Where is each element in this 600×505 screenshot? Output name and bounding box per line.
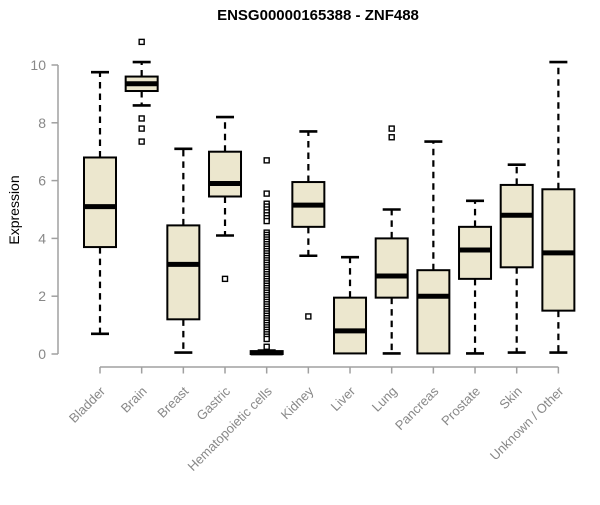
box-breast xyxy=(166,224,201,321)
x-tick-label-gastric: Gastric xyxy=(193,383,233,423)
box-lung xyxy=(374,237,409,299)
outlier-point-brain xyxy=(138,38,145,46)
boxplot-gastric xyxy=(208,115,243,283)
x-tick-label-bladder: Bladder xyxy=(66,383,109,426)
outlier-point-brain xyxy=(138,125,145,132)
boxplot-liver xyxy=(333,255,368,355)
chart-title: ENSG00000165388 - ZNF488 xyxy=(217,7,419,24)
x-tick-label-liver: Liver xyxy=(328,383,359,414)
outlier-point-lung xyxy=(388,134,395,141)
outlier-point-hematopoietic-cells xyxy=(263,335,270,343)
x-tick-label-kidney: Kidney xyxy=(278,383,317,422)
y-tick-label: 0 xyxy=(38,346,46,362)
boxplot-kidney xyxy=(291,130,326,320)
y-tick-label: 2 xyxy=(38,288,46,304)
box-series xyxy=(83,38,576,356)
x-tick-label-lung: Lung xyxy=(369,384,400,415)
boxplot-skin xyxy=(499,163,534,354)
x-tick-label-brain: Brain xyxy=(118,384,150,416)
box-prostate xyxy=(458,225,493,280)
boxplot-unknown-other xyxy=(541,60,576,354)
box-gastric xyxy=(208,150,243,198)
boxplot-lung xyxy=(374,125,409,355)
outlier-point-hematopoietic-cells xyxy=(263,343,270,350)
boxplot-brain xyxy=(124,38,159,145)
box-liver xyxy=(333,296,368,355)
y-tick-label: 6 xyxy=(38,173,46,189)
outlier-point-hematopoietic-cells xyxy=(263,190,270,197)
boxplot-breast xyxy=(166,147,201,354)
box-unknown-other xyxy=(541,188,576,312)
outlier-point-lung xyxy=(388,125,395,132)
outlier-point-brain xyxy=(138,115,145,122)
box-pancreas xyxy=(416,269,451,355)
boxplot-pancreas xyxy=(416,140,451,355)
outlier-point-hematopoietic-cells xyxy=(263,157,270,164)
x-tick-label-breast: Breast xyxy=(154,383,191,420)
y-tick-label: 10 xyxy=(30,57,46,73)
box-bladder xyxy=(83,156,117,249)
boxplot-hematopoietic-cells xyxy=(249,157,284,356)
boxplot-prostate xyxy=(458,199,493,355)
box-skin xyxy=(499,183,534,269)
outlier-point-hematopoietic-cells xyxy=(263,217,270,225)
x-tick-label-unknown-other: Unknown / Other xyxy=(487,383,567,463)
y-axis-label: Expression xyxy=(6,175,22,244)
y-tick-label: 4 xyxy=(38,230,46,246)
outlier-point-kidney xyxy=(305,313,312,320)
boxplot-bladder xyxy=(83,70,117,336)
x-tick-label-pancreas: Pancreas xyxy=(392,383,442,433)
y-tick-label: 8 xyxy=(38,115,46,131)
x-tick-label-skin: Skin xyxy=(496,384,524,412)
x-tick-label-prostate: Prostate xyxy=(438,384,483,429)
outlier-point-brain xyxy=(138,138,145,145)
outlier-point-gastric xyxy=(221,275,229,283)
